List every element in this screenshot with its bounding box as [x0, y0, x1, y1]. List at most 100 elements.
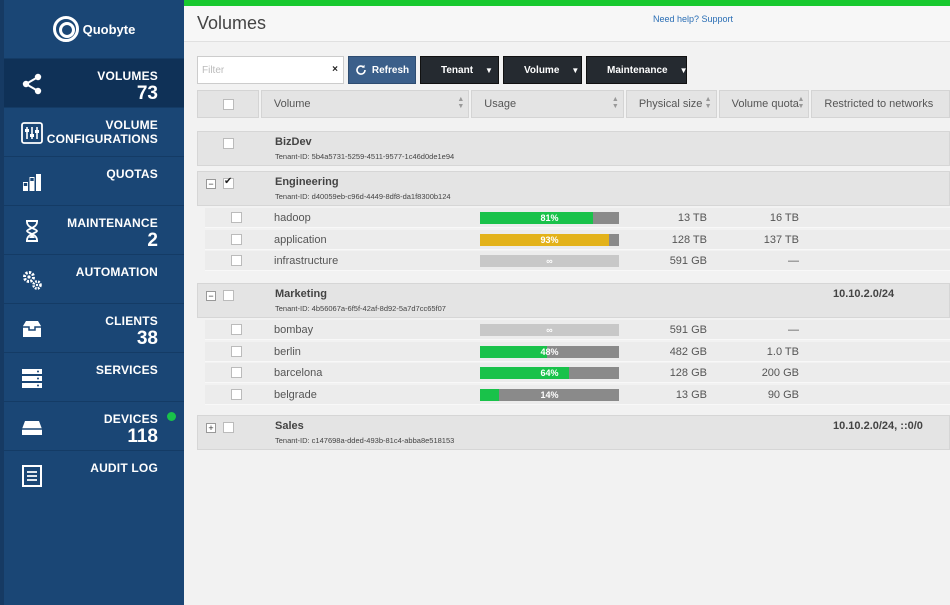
refresh-button[interactable]: Refresh	[348, 56, 416, 84]
sidebar-item-maintenance[interactable]: MAINTENANCE 2	[4, 205, 184, 254]
volume-row[interactable]: application 93% 128 TB 137 TB	[205, 229, 950, 250]
volume-checkbox[interactable]	[231, 367, 242, 378]
sidebar-item-label: SERVICES	[95, 363, 158, 377]
sidebar-item-clients[interactable]: CLIENTS 38	[4, 303, 184, 352]
volume-checkbox[interactable]	[231, 345, 242, 357]
volume-name[interactable]: barcelona	[274, 367, 323, 379]
tenant-id: Tenant-ID: 5b4a5731-5259-4511-9577-1c46d…	[275, 152, 455, 161]
sidebar-item-quotas[interactable]: QUOTAS	[4, 156, 184, 205]
hourglass-icon	[20, 219, 44, 243]
sidebar-item-devices[interactable]: DEVICES 118	[4, 401, 184, 450]
share-icon	[20, 72, 44, 96]
restricted-networks: 10.10.2.0/24, ::0/0	[833, 420, 923, 432]
sort-icon: ▲ ▼	[457, 96, 465, 110]
tenant-name: Marketing	[275, 288, 327, 300]
filter-input[interactable]	[198, 57, 326, 83]
sidebar-item-volumes[interactable]: VOLUMES 73	[4, 58, 184, 107]
physical-size: 591 GB	[669, 255, 707, 267]
group-checkbox[interactable]	[223, 422, 234, 433]
volume-quota: —	[788, 255, 799, 267]
usage-label: 81%	[540, 213, 559, 223]
filter-box: ×	[197, 56, 344, 84]
volume-quota: 90 GB	[767, 388, 799, 401]
volume-label: Volume	[524, 64, 560, 76]
sidebar-item-label: AUTOMATION	[75, 265, 158, 279]
volume-quota: 137 TB	[763, 233, 799, 246]
help-support-link[interactable]: Need help? Support	[653, 14, 734, 24]
maintenance-label: Maintenance	[607, 64, 668, 76]
tenant-name: Sales	[275, 420, 304, 432]
volume-name[interactable]: application	[274, 233, 327, 246]
inbox-icon	[20, 317, 44, 341]
volume-row[interactable]: berlin 48% 482 GB 1.0 TB	[205, 341, 950, 362]
sort-icon: ▲ ▼	[797, 96, 805, 110]
column-volume[interactable]: Volume ▲ ▼	[260, 90, 470, 118]
volume-quota: —	[788, 324, 799, 336]
usage-bar: 48%	[480, 345, 619, 358]
maintenance-dropdown[interactable]: Maintenance ▼	[586, 56, 688, 84]
column-label: Usage	[484, 98, 517, 110]
expand-icon[interactable]: +	[206, 423, 216, 433]
logo[interactable]: Quobyte	[4, 0, 184, 58]
collapse-icon[interactable]: −	[206, 291, 216, 301]
select-all-checkbox[interactable]	[223, 99, 234, 110]
volume-name[interactable]: belgrade	[274, 388, 317, 401]
usage-label: 48%	[540, 346, 559, 357]
sidebar-item-label: CLIENTS	[105, 314, 158, 328]
column-restricted-networks[interactable]: Restricted to networks	[811, 90, 950, 118]
volume-quota: 16 TB	[769, 212, 799, 224]
usage-bar: 64%	[480, 367, 619, 379]
sidebar-item-label: AUDIT LOG	[90, 461, 158, 475]
usage-bar: ∞	[480, 324, 619, 336]
column-volume-quota[interactable]: Volume quota ▲ ▼	[718, 90, 810, 118]
physical-size: 482 GB	[669, 345, 707, 358]
volume-row[interactable]: hadoop 81% 13 TB 16 TB	[205, 208, 950, 228]
volume-name[interactable]: bombay	[274, 324, 314, 336]
select-all-header	[197, 90, 259, 118]
tenant-group-row[interactable]: BizDev Tenant-ID: 5b4a5731-5259-4511-9577…	[197, 131, 950, 166]
toolbar: × Refresh Tenant ▼ Volume ▼ Maintenance ▼	[197, 56, 688, 84]
volume-row[interactable]: bombay ∞ 591 GB —	[205, 320, 950, 340]
tenant-dropdown[interactable]: Tenant ▼	[420, 56, 499, 84]
sidebar-item-audit-log[interactable]: AUDIT LOG	[4, 450, 184, 499]
usage-label: ∞	[546, 256, 553, 266]
page-title: Volumes	[197, 13, 267, 33]
volume-row[interactable]: belgrade 14% 13 GB 90 GB	[205, 384, 950, 405]
usage-bar: 81%	[480, 212, 619, 224]
volume-checkbox[interactable]	[231, 388, 242, 400]
volume-dropdown[interactable]: Volume ▼	[503, 56, 582, 84]
sidebar-item-volume-configurations[interactable]: VOLUME CONFIGURATIONS	[4, 107, 184, 156]
physical-size: 13 GB	[675, 388, 707, 401]
tenant-group-row[interactable]: − Marketing Tenant-ID: 4b56067a-6f5f-42af-…	[197, 283, 950, 318]
column-physical-size[interactable]: Physical size ▲ ▼	[625, 90, 717, 118]
group-checkbox[interactable]	[223, 290, 234, 301]
table-header: Volume ▲ ▼ Usage ▲ ▼ Physical size ▲ ▼ Volu…	[197, 90, 950, 118]
group-checkbox[interactable]	[223, 176, 234, 189]
column-usage[interactable]: Usage ▲ ▼	[471, 90, 624, 118]
tenant-group-row[interactable]: − Engineering Tenant-ID: d40059eb-c96d-444…	[197, 171, 950, 206]
sidebar-item-automation[interactable]: AUTOMATION	[4, 254, 184, 303]
volume-row[interactable]: barcelona 64% 128 GB 200 GB	[205, 363, 950, 383]
volume-name[interactable]: infrastructure	[274, 255, 339, 267]
gears-icon	[20, 268, 44, 292]
volume-checkbox[interactable]	[231, 212, 242, 223]
collapse-icon[interactable]: −	[206, 179, 216, 189]
volume-checkbox[interactable]	[231, 324, 242, 335]
volume-checkbox[interactable]	[231, 233, 242, 245]
group-checkbox[interactable]	[223, 138, 234, 149]
tenant-id: Tenant-ID: c147698a-dded-493b-81c4-abba8…	[275, 436, 455, 445]
clear-filter-icon[interactable]: ×	[332, 64, 338, 75]
physical-size: 13 TB	[677, 212, 707, 224]
sidebar-item-count: 118	[127, 426, 158, 447]
restricted-networks: 10.10.2.0/24	[833, 288, 895, 300]
volume-row[interactable]: infrastructure ∞ 591 GB —	[205, 251, 950, 271]
tenant-group-row[interactable]: + Sales Tenant-ID: c147698a-dded-493b-81c4…	[197, 415, 950, 450]
volume-name[interactable]: hadoop	[274, 212, 311, 224]
sidebar-item-services[interactable]: SERVICES	[4, 352, 184, 401]
volume-name[interactable]: berlin	[274, 345, 301, 358]
physical-size: 128 GB	[669, 367, 707, 379]
caret-down-icon: ▼	[679, 65, 688, 75]
physical-size: 128 TB	[671, 233, 707, 246]
volume-checkbox[interactable]	[231, 255, 242, 266]
caret-down-icon: ▼	[485, 65, 493, 75]
